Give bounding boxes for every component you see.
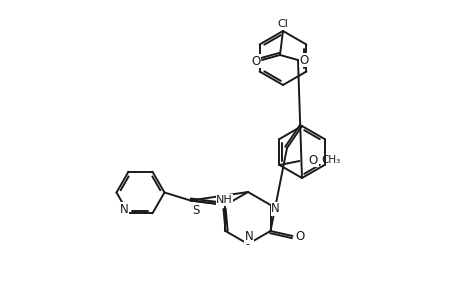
Text: Cl: Cl [277,19,288,29]
Text: O: O [294,230,303,244]
Text: S: S [191,204,199,217]
Text: NH: NH [216,195,232,205]
Text: CH₃: CH₃ [321,155,340,165]
Text: O: O [251,55,260,68]
Text: N: N [270,202,279,215]
Text: O: O [299,53,308,67]
Text: O: O [308,154,318,166]
Text: N: N [244,230,253,244]
Text: N: N [120,203,129,216]
